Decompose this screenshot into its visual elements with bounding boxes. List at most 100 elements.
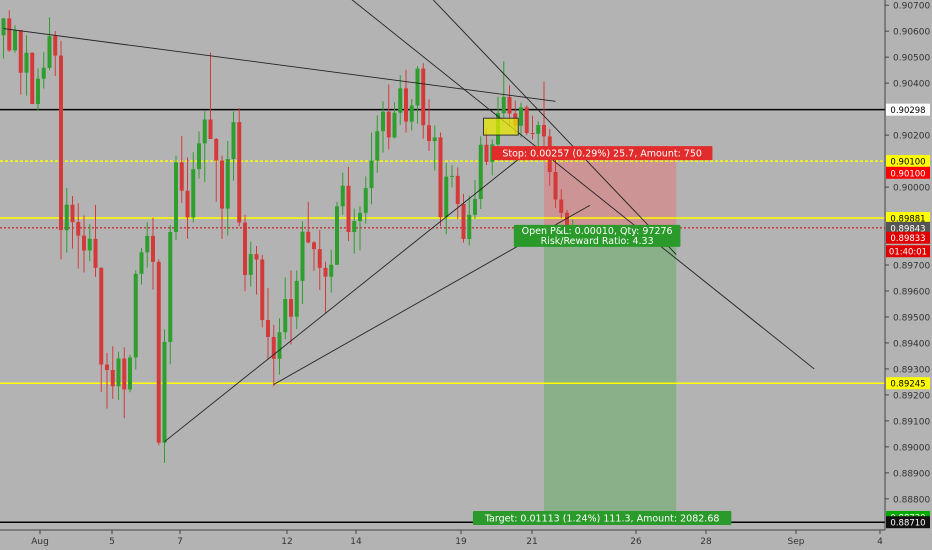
candle-body[interactable] xyxy=(110,369,115,387)
candle-body[interactable] xyxy=(1,18,6,36)
trend-line[interactable] xyxy=(164,147,533,443)
candle-body[interactable] xyxy=(507,96,512,114)
candle-body[interactable] xyxy=(369,160,374,189)
candle-body[interactable] xyxy=(260,259,265,321)
candle-body[interactable] xyxy=(7,18,12,51)
trend-line[interactable] xyxy=(389,0,677,255)
candle-body[interactable] xyxy=(18,30,23,73)
candle-body[interactable] xyxy=(248,254,253,275)
candle-body[interactable] xyxy=(294,280,299,317)
candle-body[interactable] xyxy=(93,238,98,268)
candle-body[interactable] xyxy=(145,235,150,253)
candle-body[interactable] xyxy=(24,52,29,73)
candle-body[interactable] xyxy=(484,144,489,162)
candle-body[interactable] xyxy=(266,320,270,337)
candle-body[interactable] xyxy=(340,185,345,207)
candle-body[interactable] xyxy=(271,336,276,359)
candle-body[interactable] xyxy=(202,119,207,144)
candle-body[interactable] xyxy=(432,137,437,142)
candle-body[interactable] xyxy=(214,138,219,161)
candle-body[interactable] xyxy=(427,125,431,142)
candle-body[interactable] xyxy=(156,261,161,443)
candle-body[interactable] xyxy=(455,175,460,204)
trend-line[interactable] xyxy=(320,0,815,370)
candle-body[interactable] xyxy=(404,88,408,122)
candle-body[interactable] xyxy=(386,111,391,138)
candle-body[interactable] xyxy=(64,204,69,231)
candle-body[interactable] xyxy=(289,299,293,317)
candle-body[interactable] xyxy=(530,133,535,135)
candle-body[interactable] xyxy=(30,52,35,104)
candle-body[interactable] xyxy=(36,78,40,104)
candle-body[interactable] xyxy=(415,68,420,106)
candle-body[interactable] xyxy=(277,332,282,359)
candle-body[interactable] xyxy=(99,267,104,365)
candle-body[interactable] xyxy=(501,96,506,114)
candle-body[interactable] xyxy=(76,222,81,236)
plot-area[interactable] xyxy=(0,0,885,530)
time-axis[interactable] xyxy=(0,530,885,550)
candle-body[interactable] xyxy=(237,122,242,223)
candle-body[interactable] xyxy=(87,238,92,251)
candle-body[interactable] xyxy=(444,176,449,218)
candle-body[interactable] xyxy=(162,341,167,443)
candle-body[interactable] xyxy=(553,171,558,200)
candle-body[interactable] xyxy=(283,299,288,333)
candle-body[interactable] xyxy=(329,264,334,277)
candle-body[interactable] xyxy=(375,131,380,161)
candle-body[interactable] xyxy=(438,137,443,218)
candle-body[interactable] xyxy=(53,36,58,56)
candle-body[interactable] xyxy=(179,162,184,191)
candle-body[interactable] xyxy=(168,232,173,342)
candle-body[interactable] xyxy=(467,214,472,240)
candle-body[interactable] xyxy=(70,204,75,223)
candle-body[interactable] xyxy=(335,206,339,265)
candle-body[interactable] xyxy=(82,235,86,251)
candle-body[interactable] xyxy=(312,242,316,250)
candle-body[interactable] xyxy=(47,36,52,68)
candle-body[interactable] xyxy=(323,267,328,277)
candle-body[interactable] xyxy=(317,249,322,268)
candle-body[interactable] xyxy=(133,273,138,358)
candle-body[interactable] xyxy=(346,185,351,233)
candle-body[interactable] xyxy=(231,122,236,159)
candles[interactable] xyxy=(1,10,575,463)
candle-body[interactable] xyxy=(559,199,564,213)
candle-body[interactable] xyxy=(398,88,403,113)
candle-body[interactable] xyxy=(536,124,541,134)
candle-body[interactable] xyxy=(300,231,305,281)
highlight-rectangle[interactable] xyxy=(483,117,519,136)
candle-body[interactable] xyxy=(565,212,569,228)
candle-body[interactable] xyxy=(220,160,224,209)
candle-body[interactable] xyxy=(358,212,362,222)
candle-body[interactable] xyxy=(128,357,132,390)
candle-body[interactable] xyxy=(185,190,190,218)
candle-body[interactable] xyxy=(363,188,368,213)
candle-body[interactable] xyxy=(421,68,426,126)
candle-body[interactable] xyxy=(254,254,259,260)
candle-body[interactable] xyxy=(105,364,109,370)
candle-body[interactable] xyxy=(13,30,17,51)
candle-body[interactable] xyxy=(151,235,155,262)
candle-body[interactable] xyxy=(243,222,247,275)
candle-body[interactable] xyxy=(122,358,127,390)
candle-body[interactable] xyxy=(306,231,311,243)
candle-body[interactable] xyxy=(381,111,385,132)
candle-body[interactable] xyxy=(116,358,121,387)
candle-body[interactable] xyxy=(450,175,454,177)
candle-body[interactable] xyxy=(519,107,523,126)
candle-body[interactable] xyxy=(225,159,230,209)
candle-body[interactable] xyxy=(478,144,483,200)
candle-body[interactable] xyxy=(174,162,178,233)
candle-body[interactable] xyxy=(461,203,466,240)
price-axis[interactable] xyxy=(885,0,932,550)
candle-body[interactable] xyxy=(392,112,397,138)
candle-body[interactable] xyxy=(191,169,196,218)
candle-body[interactable] xyxy=(59,55,63,231)
candle-body[interactable] xyxy=(41,67,46,79)
candle-body[interactable] xyxy=(352,221,357,233)
candle-body[interactable] xyxy=(473,199,477,215)
candle-body[interactable] xyxy=(208,119,213,139)
candle-body[interactable] xyxy=(409,105,414,122)
